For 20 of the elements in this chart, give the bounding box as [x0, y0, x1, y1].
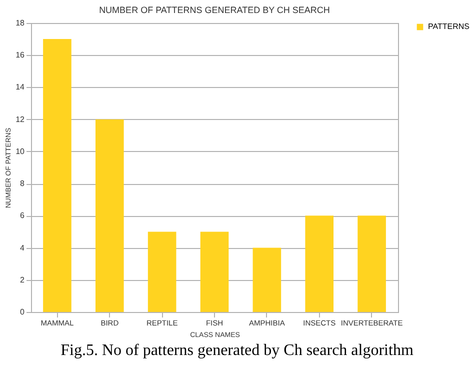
y-tick-label: 18	[16, 18, 26, 28]
y-tick-label: 0	[20, 308, 26, 316]
y-tick-label: 2	[20, 275, 26, 284]
bar	[252, 248, 282, 312]
y-tick-label: 14	[16, 82, 26, 92]
y-tick-label: 6	[20, 211, 26, 220]
y-tick-label: 4	[20, 243, 26, 252]
y-tick-label: 8	[20, 179, 26, 188]
y-tick-label: 10	[16, 146, 26, 156]
legend-label: PATTERNS	[428, 22, 470, 31]
bar	[200, 232, 229, 312]
y-tick-label: 12	[16, 114, 26, 124]
bar	[43, 39, 72, 312]
bar	[305, 216, 334, 312]
bar	[148, 232, 176, 312]
chart-title: NUMBER OF PATTERNS GENERATED BY CH SEARCH	[99, 5, 330, 15]
bar	[358, 216, 386, 312]
bar	[95, 119, 124, 312]
y-tick-label: 16	[16, 50, 26, 60]
caption: Fig.5. No of patterns generated by Ch search algorithm	[60, 342, 414, 360]
